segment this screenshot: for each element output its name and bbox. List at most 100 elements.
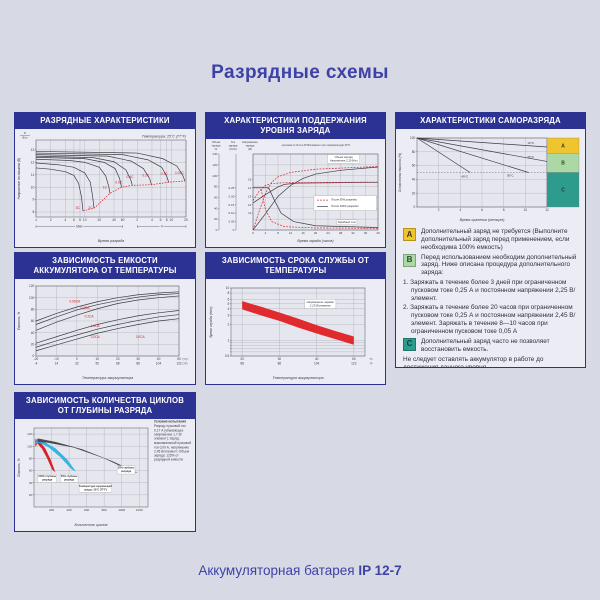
svg-text:3C: 3C (76, 206, 81, 210)
svg-text:Температура аккумулятора: Температура аккумулятора (82, 376, 133, 380)
svg-text:0: 0 (216, 228, 218, 232)
svg-text:0: 0 (76, 357, 78, 361)
svg-text:6: 6 (73, 218, 75, 222)
svg-text:Ток: Ток (231, 140, 236, 144)
svg-text:10: 10 (96, 357, 100, 361)
svg-text:20: 20 (214, 217, 218, 221)
svg-text:122: 122 (351, 362, 357, 366)
svg-text:Количество циклов: Количество циклов (74, 523, 107, 527)
svg-text:2: 2 (50, 218, 52, 222)
svg-text:Зарядный ток: Зарядный ток (338, 220, 357, 224)
svg-text:60: 60 (121, 218, 125, 222)
svg-text:12: 12 (545, 208, 549, 212)
svg-text:20: 20 (98, 218, 102, 222)
svg-text:122: 122 (176, 362, 182, 366)
svg-text:20: 20 (31, 343, 35, 347)
svg-text:6: 6 (228, 298, 230, 302)
panel-discharge-body: 1 2 4 6 8 10 20 40 60 2 4 6 8 10 20 8 9 10 11 12 13 Напряжени… (15, 129, 195, 245)
svg-text:C: C (561, 188, 565, 194)
charge-maintenance-chart: 0 4 8 12 16 20 24 28 32 36 40020406080100120140Объ… (212, 140, 380, 243)
cycles-vs-depth-chart: 200 400 600 800 1000 1200 20 40 60 80 100 120 Емкост… (17, 428, 149, 527)
svg-text:заряда: заряда (246, 145, 255, 148)
svg-text:Время службы (лет): Время службы (лет) (209, 307, 213, 338)
test-conditions-body: Разряд: пусковой ток 0,17 А (убывающее н… (154, 425, 191, 463)
svg-text:60: 60 (412, 164, 416, 168)
svg-text:Объем заряда: Объем заряда (335, 155, 354, 159)
panel-cycles-vs-depth: ЗАВИСИМОСТЬ КОЛИЧЕСТВА ЦИКЛОВ ОТ ГЛУБИНЫ… (14, 392, 196, 532)
svg-text:0.6C: 0.6C (115, 181, 123, 185)
svg-text:60: 60 (29, 469, 33, 473)
test-conditions-title: Условия испытания (154, 420, 187, 424)
svg-text:800: 800 (102, 508, 107, 512)
svg-text:0.4C: 0.4C (127, 175, 135, 179)
svg-text:10: 10 (226, 286, 230, 290)
svg-text:2,25 В/элемент: 2,25 В/элемент (309, 304, 332, 308)
svg-text:0.15: 0.15 (228, 203, 234, 207)
panel-discharge-characteristics: РАЗРЯДНЫЕ ХАРАКТЕРИСТИКИ 1 2 4 6 8 10 20 40 60 2 4… (14, 112, 196, 248)
svg-text:Время разряда: Время разряда (98, 239, 125, 243)
svg-text:заряда: заряда (229, 145, 238, 148)
svg-text:0.1CA: 0.1CA (81, 306, 91, 310)
svg-text:разряда: разряда (121, 470, 132, 473)
svg-text:8: 8 (79, 218, 81, 222)
zone-b-badge: B (403, 253, 416, 267)
svg-text:°F: °F (369, 362, 372, 366)
zone-b-text: Перед использованием необходим дополните… (421, 253, 577, 277)
svg-text:1000: 1000 (118, 508, 125, 512)
svg-text:14: 14 (55, 362, 59, 366)
svg-text:25°C: 25°C (527, 155, 535, 159)
svg-text:40: 40 (112, 218, 116, 222)
svg-text:15: 15 (248, 178, 252, 182)
svg-text:8: 8 (166, 218, 168, 222)
svg-text:100: 100 (29, 296, 35, 300)
svg-text:36: 36 (364, 231, 368, 235)
panel-self-discharge: ХАРАКТЕРИСТИКИ САМОРАЗРЯДА 2 4 6 8 10 12 0 20 40… (395, 112, 586, 368)
svg-text:Объем: Объем (212, 140, 221, 144)
svg-text:1: 1 (35, 218, 37, 222)
svg-text:4: 4 (459, 208, 461, 212)
svg-text:40: 40 (214, 207, 218, 211)
svg-text:6: 6 (481, 208, 483, 212)
svg-text:120: 120 (27, 432, 32, 436)
zone-c-footnote: Не следует оставлять аккумулятор в работ… (403, 356, 544, 368)
svg-text:100: 100 (410, 136, 416, 140)
svg-text:4: 4 (64, 218, 66, 222)
svg-text:Время заряда (часов): Время заряда (часов) (297, 239, 333, 243)
svg-text:10: 10 (83, 218, 87, 222)
svg-text:0.10: 0.10 (228, 211, 234, 215)
svg-text:11: 11 (31, 173, 35, 177)
svg-text:10: 10 (524, 208, 528, 212)
svg-text:8: 8 (503, 208, 505, 212)
svg-text:0: 0 (252, 231, 254, 235)
svg-text:60: 60 (214, 196, 218, 200)
svg-text:(В): (В) (248, 147, 252, 151)
svg-text:40: 40 (157, 357, 161, 361)
svg-text:30°C: 30°C (507, 174, 515, 178)
discharge-characteristics-chart: 1 2 4 6 8 10 20 40 60 2 4 6 8 10 208910111213Напряжени… (17, 132, 188, 243)
svg-text:30: 30 (278, 357, 282, 361)
svg-text:40: 40 (412, 178, 416, 182)
svg-text:100: 100 (212, 174, 217, 178)
svg-text:4: 4 (151, 218, 153, 222)
svg-text:0.05CA: 0.05CA (69, 300, 81, 304)
panel-self-discharge-title: ХАРАКТЕРИСТИКИ САМОРАЗРЯДА (396, 113, 585, 130)
svg-text:8: 8 (228, 291, 230, 295)
svg-text:86: 86 (136, 362, 140, 366)
svg-text:20: 20 (29, 493, 33, 497)
svg-text:пусковое 0,10 А-2,25 В/элемент: пусковое 0,10 А-2,25 В/элемент при темпе… (282, 143, 351, 147)
panel-capacity-vs-temperature: ЗАВИСИМОСТЬ ЕМКОСТИ АККУМУЛЯТОРА ОТ ТЕМП… (14, 252, 196, 385)
svg-text:1: 1 (228, 339, 230, 343)
svg-text:40: 40 (31, 331, 35, 335)
panel-charge-maintenance: ХАРАКТЕРИСТИКИ ПОДДЕРЖАНИЯ УРОВНЯ ЗАРЯДА… (205, 112, 386, 248)
svg-text:40: 40 (315, 357, 319, 361)
svg-text:-20: -20 (34, 357, 39, 361)
svg-text:8: 8 (32, 210, 34, 214)
svg-text:0.20: 0.20 (228, 195, 234, 199)
svg-text:140: 140 (212, 152, 217, 156)
svg-text:104: 104 (156, 362, 162, 366)
svg-text:%: % (215, 147, 218, 151)
svg-text:Емкость, %: Емкость, % (17, 312, 21, 330)
svg-text:50: 50 (96, 362, 100, 366)
svg-text:12: 12 (31, 161, 35, 165)
